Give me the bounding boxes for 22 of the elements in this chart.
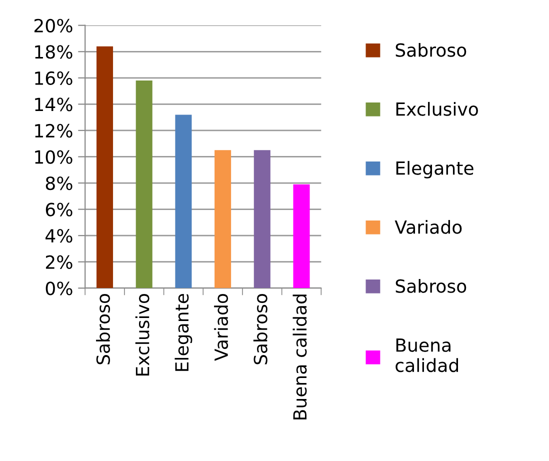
y-tick-label: 12%	[35, 124, 72, 138]
legend-label: Elegante	[396, 160, 474, 178]
y-tick-label: 18%	[35, 45, 72, 59]
y-tick-label: 10%	[35, 150, 72, 164]
legend-label: Sabroso	[396, 278, 466, 293]
x-tick-label: Variado	[214, 294, 228, 361]
y-tick-label: 4%	[46, 229, 72, 243]
y-tick-label: 0%	[46, 282, 72, 296]
x-tick-label: Sabroso	[96, 294, 110, 364]
x-tick-label: Exclusivo	[135, 294, 150, 376]
legend-label: Exclusivo	[396, 102, 478, 116]
legend-label: Variado	[394, 220, 462, 234]
x-tick-label: Sabroso	[253, 294, 268, 364]
y-tick-label: 8%	[46, 176, 72, 190]
y-tick-label: 2%	[46, 255, 72, 269]
x-tick-label: Buena calidad	[292, 294, 307, 420]
x-tick-label: Elegante	[174, 294, 192, 371]
y-tick-label: 6%	[46, 202, 72, 216]
y-tick-label: 20%	[34, 18, 72, 32]
legend-label: Sabroso	[396, 42, 466, 57]
y-tick-label: 16%	[35, 71, 72, 86]
y-tick-label: 14%	[35, 98, 72, 112]
